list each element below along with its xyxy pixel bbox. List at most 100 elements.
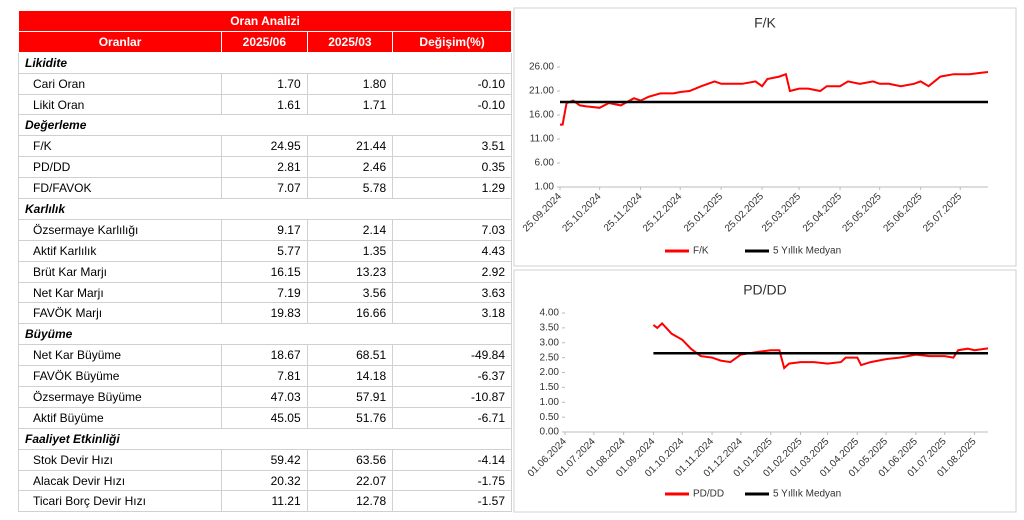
x-tick-label: 25.05.2025 xyxy=(840,191,883,234)
x-tick-label: 25.12.2024 xyxy=(641,191,684,234)
y-tick-label: 26.00 xyxy=(529,62,554,73)
y-tick-label: 16.00 xyxy=(529,110,554,121)
y-tick-label: 0.00 xyxy=(540,427,560,438)
data-row: Cari Oran 1.70 1.80 -0.10 xyxy=(17,72,512,95)
title-row: Oran Analizi xyxy=(18,10,512,32)
cell-value: -10.87 xyxy=(392,386,512,408)
y-tick-label: 1.00 xyxy=(540,397,560,408)
cell-value: -6.71 xyxy=(392,406,512,429)
cell-value: 9.17 xyxy=(221,218,308,241)
ratio-name: Stok Devir Hızı xyxy=(17,448,223,471)
cell-value: 45.05 xyxy=(221,406,308,429)
ratio-name: Likit Oran xyxy=(17,93,223,116)
x-tick-label: 25.09.2024 xyxy=(521,191,564,234)
cell-value: -4.14 xyxy=(392,448,512,471)
cell-value: 14.18 xyxy=(306,365,394,388)
ratio-table: Oran Analizi Oranlar 2025/06 2025/03 Değişim… xyxy=(17,10,512,513)
chart-panel xyxy=(513,7,1017,267)
section-row: Faaliyet Etkinliği xyxy=(18,427,512,450)
cell-value: 3.63 xyxy=(392,281,512,304)
legend-label: 5 Yıllık Medyan xyxy=(773,246,841,257)
cell-value: 22.07 xyxy=(306,469,394,492)
cell-value: -49.84 xyxy=(392,344,512,367)
cell-value: 2.14 xyxy=(306,218,394,241)
chart-panel xyxy=(513,269,1017,513)
data-row: PD/DD 2.81 2.46 0.35 xyxy=(17,156,512,179)
cell-value: 16.15 xyxy=(221,260,308,283)
cell-value: -0.10 xyxy=(392,72,512,95)
cell-value: 21.44 xyxy=(306,135,394,158)
ratio-name: Cari Oran xyxy=(17,72,223,95)
section-title: Karlılık xyxy=(18,198,512,220)
cell-value: 57.91 xyxy=(306,386,394,408)
ratio-name: Aktif Büyüme xyxy=(17,406,223,429)
y-tick-label: 3.50 xyxy=(540,323,560,334)
cell-value: 1.35 xyxy=(306,239,394,262)
cell-value: 19.83 xyxy=(221,302,308,325)
ratio-name: Özsermaye Büyüme xyxy=(17,386,223,408)
ratio-name: FD/FAVOK xyxy=(17,177,223,200)
cell-value: 2.92 xyxy=(392,260,512,283)
data-row: Net Kar Marjı 7.19 3.56 3.63 xyxy=(17,281,512,304)
ratio-name: Net Kar Marjı xyxy=(17,281,223,304)
data-row: Aktif Karlılık 5.77 1.35 4.43 xyxy=(17,239,512,262)
cell-value: 3.18 xyxy=(392,302,512,325)
data-row: Brüt Kar Marjı 16.15 13.23 2.92 xyxy=(17,260,512,283)
ratio-name: FAVÖK Büyüme xyxy=(17,365,223,388)
data-row: FAVÖK Marjı 19.83 16.66 3.18 xyxy=(17,302,512,325)
y-tick-label: 2.00 xyxy=(540,367,560,378)
data-row: Aktif Büyüme 45.05 51.76 -6.71 xyxy=(17,406,512,429)
data-row: Alacak Devir Hızı 20.32 22.07 -1.75 xyxy=(17,469,512,492)
cell-value: 12.78 xyxy=(306,490,394,513)
data-row: Ticari Borç Devir Hızı 11.21 12.78 -1.57 xyxy=(17,490,512,513)
cell-value: -6.37 xyxy=(392,365,512,388)
section-title: Büyüme xyxy=(18,323,512,346)
x-tick-label: 25.04.2025 xyxy=(801,191,844,234)
cell-value: 59.42 xyxy=(221,448,308,471)
y-tick-label: 3.00 xyxy=(540,337,560,348)
y-tick-label: 4.00 xyxy=(540,308,560,319)
y-tick-label: 1.50 xyxy=(540,382,560,393)
cell-value: -0.10 xyxy=(392,93,512,116)
column-header: Oranlar xyxy=(17,30,223,53)
series-line xyxy=(652,321,989,370)
legend-label: F/K xyxy=(693,246,709,257)
cell-value: 13.23 xyxy=(306,260,394,283)
header-row: Oranlar 2025/06 2025/03 Değişim(%) xyxy=(17,30,512,53)
cell-value: 11.21 xyxy=(221,490,308,513)
chart-title: F/K xyxy=(754,15,776,31)
y-tick-label: 6.00 xyxy=(535,158,555,169)
x-tick-label: 25.03.2025 xyxy=(760,191,803,234)
ratio-name: FAVÖK Marjı xyxy=(17,302,223,325)
data-row: FAVÖK Büyüme 7.81 14.18 -6.37 xyxy=(17,365,512,388)
cell-value: 5.77 xyxy=(221,239,308,262)
cell-value: 18.67 xyxy=(221,344,308,367)
table-title: Oran Analizi xyxy=(18,10,512,32)
ratio-name: Aktif Karlılık xyxy=(17,239,223,262)
section-row: Likidite xyxy=(18,51,512,74)
section-title: Faaliyet Etkinliği xyxy=(18,427,512,450)
column-header: Değişim(%) xyxy=(392,30,512,53)
cell-value: -1.57 xyxy=(392,490,512,513)
ratio-name: Brüt Kar Marjı xyxy=(17,260,223,283)
column-header: 2025/06 xyxy=(221,30,308,53)
x-tick-label: 25.11.2024 xyxy=(602,191,645,234)
ratio-name: Net Kar Büyüme xyxy=(17,344,223,367)
cell-value: 20.32 xyxy=(221,469,308,492)
ratio-name: Alacak Devir Hızı xyxy=(17,469,223,492)
y-tick-label: 0.50 xyxy=(540,412,560,423)
data-row: Özsermaye Karlılığı 9.17 2.14 7.03 xyxy=(17,218,512,241)
section-row: Büyüme xyxy=(18,323,512,346)
data-row: F/K 24.95 21.44 3.51 xyxy=(17,135,512,158)
y-tick-label: 11.00 xyxy=(530,134,555,145)
x-tick-label: 25.07.2025 xyxy=(921,191,964,234)
cell-value: 47.03 xyxy=(221,386,308,408)
y-tick-label: 1.00 xyxy=(535,182,555,193)
cell-value: 7.81 xyxy=(221,365,308,388)
data-row: Net Kar Büyüme 18.67 68.51 -49.84 xyxy=(17,344,512,367)
section-row: Karlılık xyxy=(18,198,512,220)
x-tick-label: 25.06.2025 xyxy=(881,191,924,234)
cell-value: 1.80 xyxy=(306,72,394,95)
ratio-name: Özsermaye Karlılığı xyxy=(17,218,223,241)
